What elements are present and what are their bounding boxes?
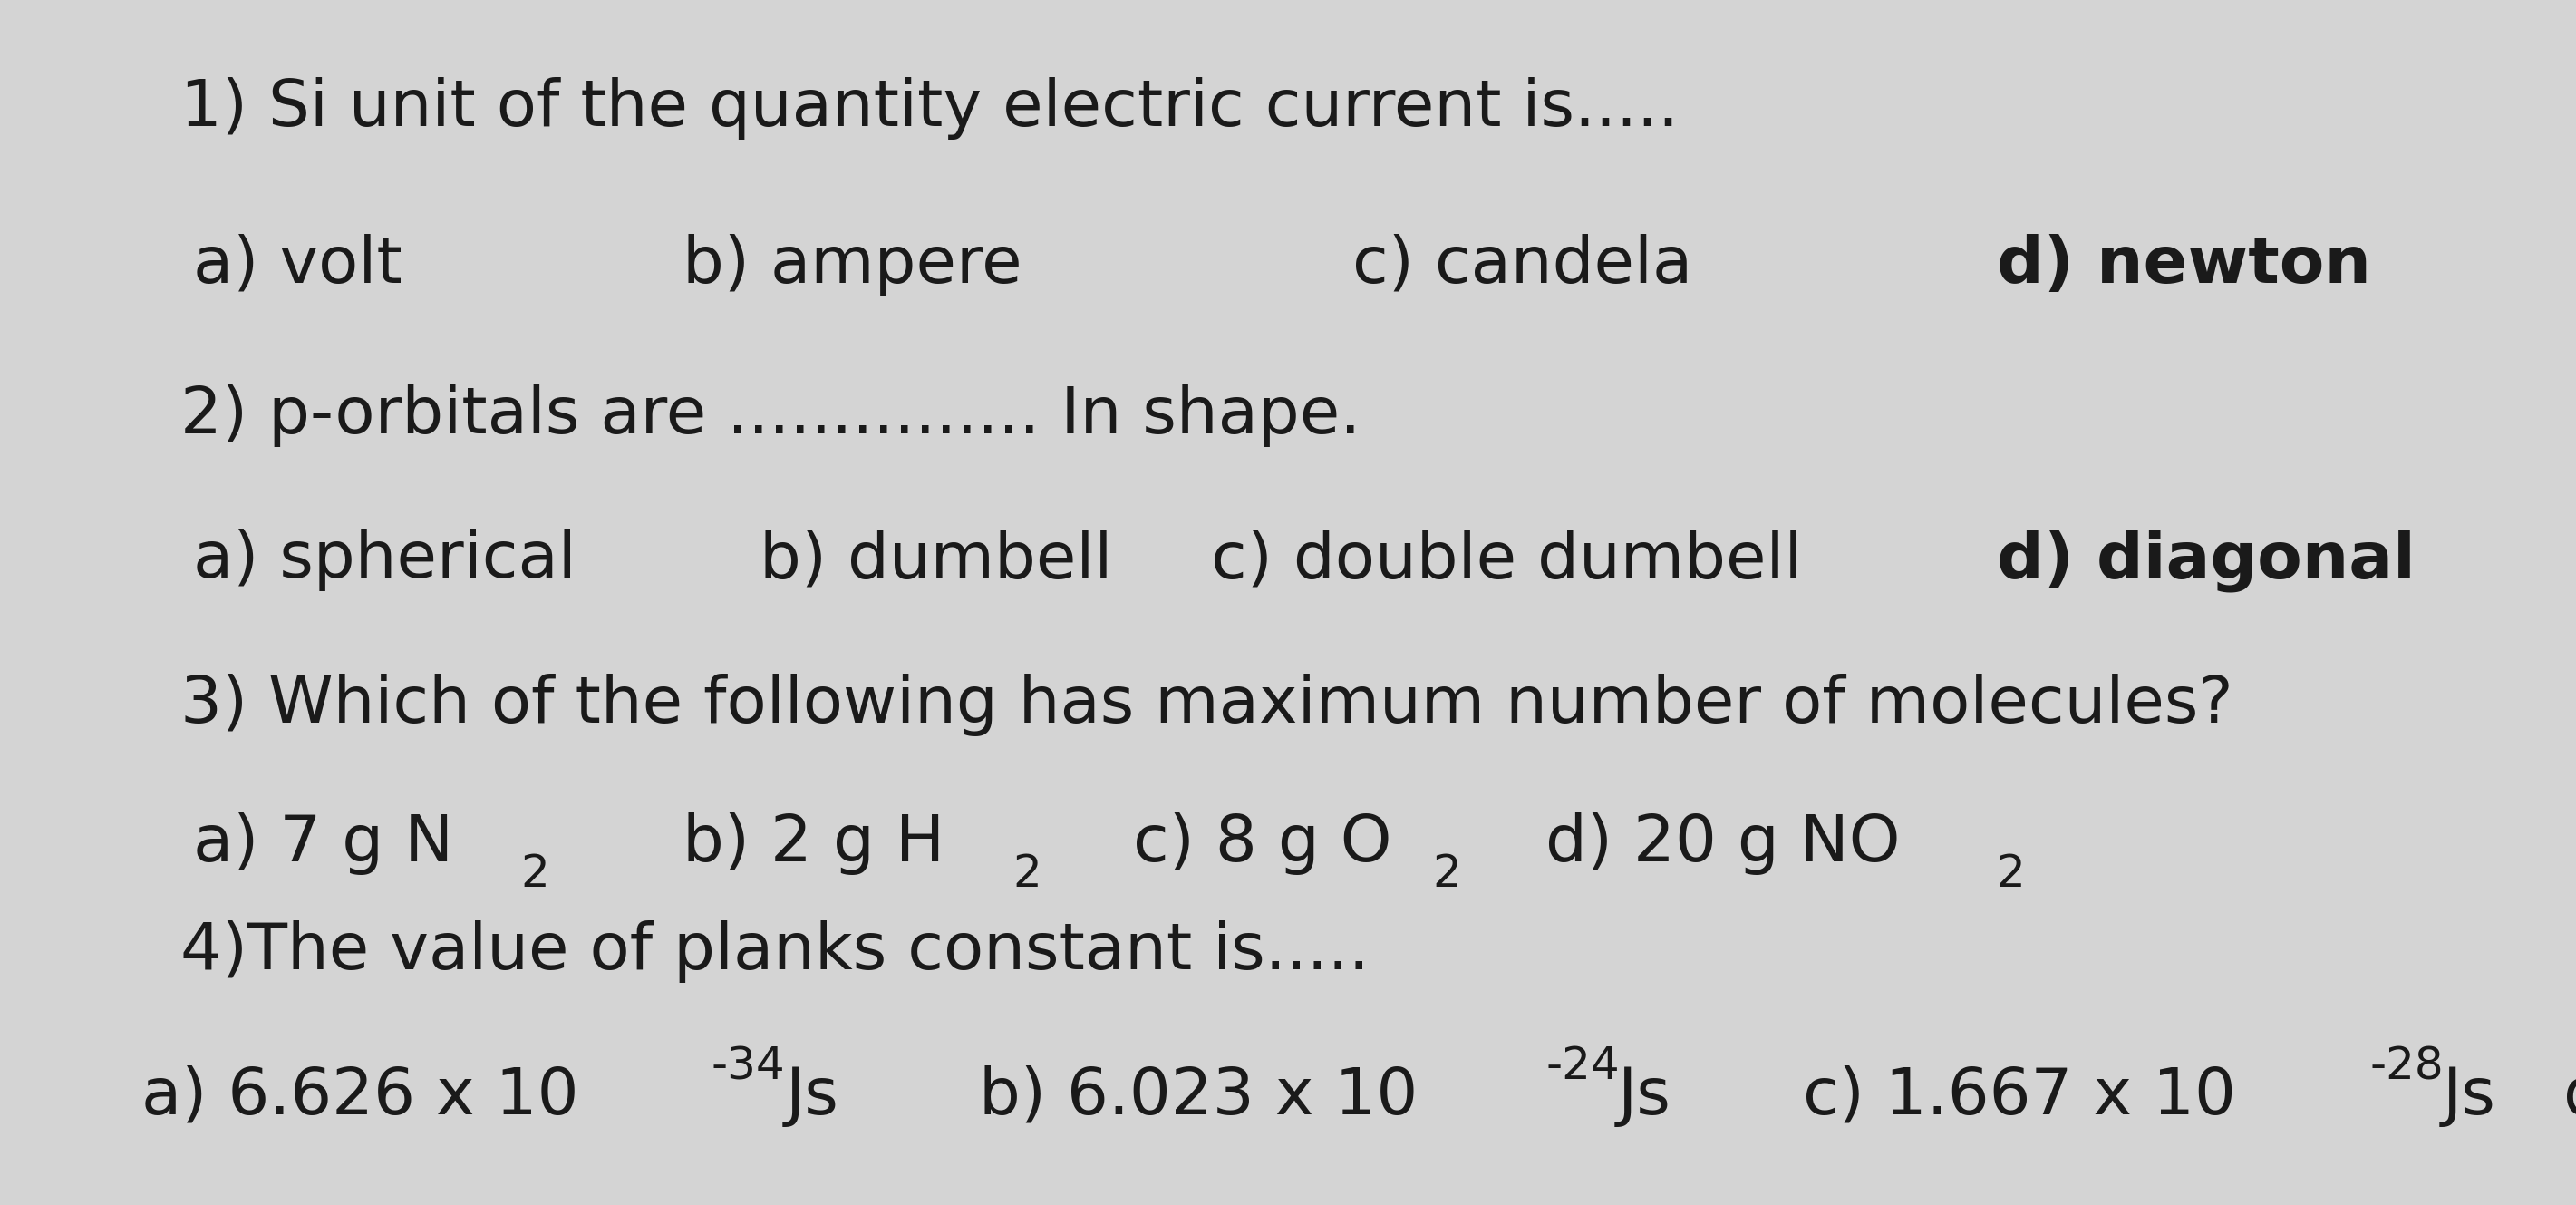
Text: d) newton: d) newton: [1996, 234, 2370, 296]
Text: d) diagonal: d) diagonal: [1996, 529, 2416, 592]
Text: a) spherical: a) spherical: [193, 529, 577, 592]
Text: 3) Which of the following has maximum number of molecules?: 3) Which of the following has maximum nu…: [180, 674, 2233, 736]
Text: a) 7 g N: a) 7 g N: [193, 812, 453, 875]
Text: d) 20 g NO: d) 20 g NO: [1546, 812, 1901, 875]
Text: -34: -34: [711, 1045, 786, 1088]
Text: b) 2 g H: b) 2 g H: [683, 812, 945, 875]
Text: c) 8 g O: c) 8 g O: [1133, 812, 1391, 875]
Text: Js: Js: [786, 1065, 840, 1128]
Text: c) 1.667 x 10: c) 1.667 x 10: [1803, 1065, 2236, 1128]
Text: b) dumbell: b) dumbell: [760, 529, 1113, 592]
Text: b) 6.023 x 10: b) 6.023 x 10: [979, 1065, 1417, 1128]
Text: 2) p-orbitals are ............... In shape.: 2) p-orbitals are ............... In sha…: [180, 384, 1360, 447]
Text: -24: -24: [1546, 1045, 1620, 1088]
Text: 2: 2: [520, 852, 549, 895]
Text: c) candela: c) candela: [1352, 234, 1692, 296]
Text: 2: 2: [1432, 852, 1461, 895]
Text: c) double dumbell: c) double dumbell: [1211, 529, 1803, 592]
Text: 4)The value of planks constant is.....: 4)The value of planks constant is.....: [180, 921, 1370, 983]
Text: d) 6.626 x 1: d) 6.626 x 1: [2563, 1065, 2576, 1128]
Text: b) ampere: b) ampere: [683, 234, 1023, 296]
Text: a) volt: a) volt: [193, 234, 402, 296]
Text: Js: Js: [1618, 1065, 1672, 1128]
Text: 2: 2: [1012, 852, 1041, 895]
Text: Js: Js: [2442, 1065, 2496, 1128]
Text: 1) Si unit of the quantity electric current is.....: 1) Si unit of the quantity electric curr…: [180, 77, 1680, 140]
Text: -28: -28: [2370, 1045, 2445, 1088]
Text: a) 6.626 x 10: a) 6.626 x 10: [142, 1065, 580, 1128]
Text: 2: 2: [1996, 852, 2025, 895]
